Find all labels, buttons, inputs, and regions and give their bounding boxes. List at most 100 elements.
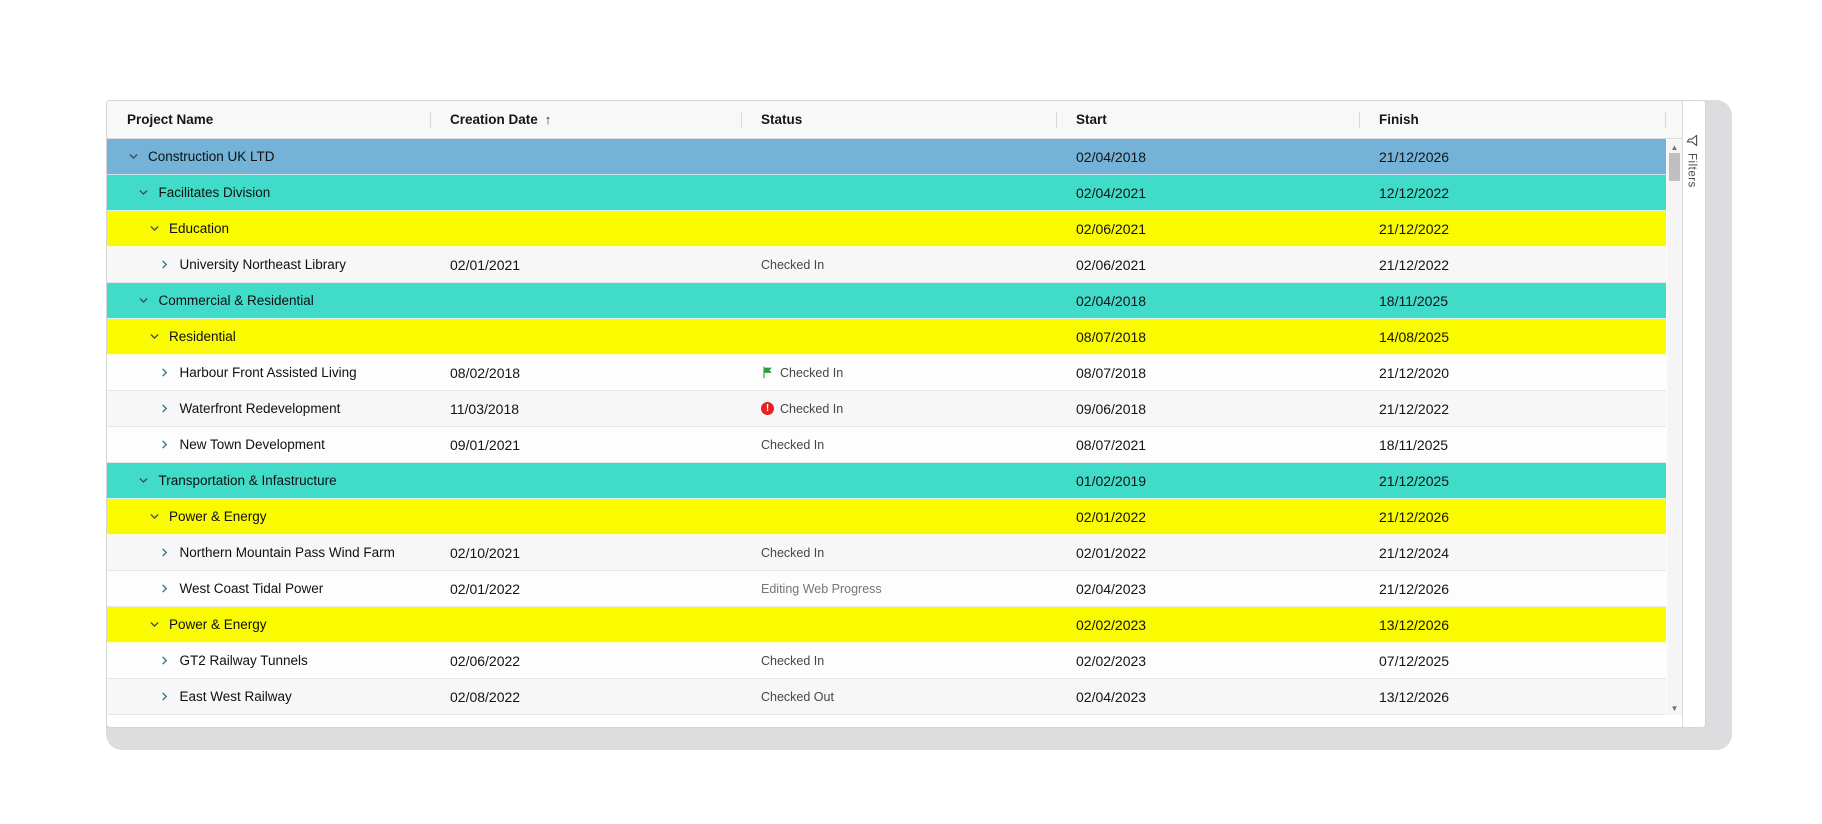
filters-tab[interactable]: Filters <box>1685 134 1698 188</box>
status-text: Checked In <box>761 545 825 560</box>
project-row[interactable]: GT2 Railway Tunnels 02/06/2022 Checked In 0… <box>107 643 1666 679</box>
project-name-cell: Power & Energy <box>107 607 430 642</box>
status-cell: Checked In <box>741 427 1056 462</box>
creation-date-cell: 02/06/2022 <box>450 652 521 669</box>
project-name-cell: Transportation & Infastructure <box>107 463 430 498</box>
column-header-status[interactable]: Status <box>741 101 1056 138</box>
project-row[interactable]: University Northeast Library 02/01/2021 Ch… <box>107 247 1666 283</box>
group-row[interactable]: Power & Energy 02/02/2023 13/12/2026 <box>107 607 1666 643</box>
status-cell: Editing Web Progress <box>741 571 1056 606</box>
start-date-cell: 08/07/2021 <box>1076 436 1147 453</box>
column-header-creation-date[interactable]: Creation Date ↑ <box>430 101 741 138</box>
status-cell <box>741 211 1056 246</box>
project-name-text: Transportation & Infastructure <box>158 473 337 488</box>
project-name-cell: Harbour Front Assisted Living <box>107 355 430 390</box>
status-cell <box>741 319 1056 354</box>
group-row[interactable]: Facilitates Division 02/04/2021 12/12/2022 <box>107 175 1666 211</box>
group-row[interactable]: Power & Energy 02/01/2022 21/12/2026 <box>107 499 1666 535</box>
group-row[interactable]: Education 02/06/2021 21/12/2022 <box>107 211 1666 247</box>
status-cell: ! Checked In <box>741 391 1056 426</box>
chevron-right-icon[interactable] <box>159 259 171 271</box>
column-label: Finish <box>1379 112 1419 127</box>
start-date-cell: 02/06/2021 <box>1076 256 1147 273</box>
creation-date-cell <box>430 211 741 246</box>
column-header-project-name[interactable]: Project Name <box>107 101 430 138</box>
status-cell <box>741 139 1056 174</box>
group-row[interactable]: Commercial & Residential 02/04/2018 18/11/… <box>107 283 1666 319</box>
start-date-cell: 02/04/2023 <box>1076 688 1147 705</box>
chevron-down-icon[interactable] <box>138 475 150 487</box>
finish-date-cell: 21/12/2026 <box>1379 508 1450 525</box>
column-header-finish[interactable]: Finish <box>1359 101 1682 138</box>
chevron-right-icon[interactable] <box>159 439 171 451</box>
chevron-right-icon[interactable] <box>159 691 171 703</box>
scrollbar-thumb[interactable] <box>1669 153 1680 181</box>
creation-date-cell <box>430 283 741 318</box>
chevron-right-icon[interactable] <box>159 655 171 667</box>
chevron-right-icon[interactable] <box>159 583 171 595</box>
chevron-right-icon[interactable] <box>159 367 171 379</box>
finish-date-cell: 21/12/2020 <box>1379 364 1450 381</box>
finish-date-cell: 13/12/2026 <box>1379 688 1450 705</box>
project-row[interactable]: Northern Mountain Pass Wind Farm 02/10/20… <box>107 535 1666 571</box>
column-header-start[interactable]: Start <box>1056 101 1359 138</box>
finish-date-cell: 18/11/2025 <box>1379 292 1449 309</box>
table-body: Construction UK LTD 02/04/2018 21/12/2026 F… <box>107 139 1666 715</box>
project-name-text: University Northeast Library <box>179 257 347 272</box>
filters-side-strip: Filters <box>1682 101 1705 727</box>
group-row[interactable]: Construction UK LTD 02/04/2018 21/12/2026 <box>107 139 1666 175</box>
project-row[interactable]: New Town Development 09/01/2021 Checked In… <box>107 427 1666 463</box>
project-name-text: East West Railway <box>179 689 292 704</box>
chevron-right-icon[interactable] <box>159 403 171 415</box>
status-text: Editing Web Progress <box>761 581 882 596</box>
finish-date-cell: 21/12/2022 <box>1379 256 1450 273</box>
vertical-scrollbar[interactable]: ▲ ▼ <box>1667 140 1682 715</box>
chevron-down-icon[interactable] <box>148 223 160 235</box>
start-date-cell: 01/02/2019 <box>1076 472 1147 489</box>
project-row[interactable]: Harbour Front Assisted Living 08/02/2018 C… <box>107 355 1666 391</box>
status-cell <box>741 607 1056 642</box>
scroll-down-icon[interactable]: ▼ <box>1670 703 1679 713</box>
project-name-text: Harbour Front Assisted Living <box>179 365 357 380</box>
finish-date-cell: 21/12/2022 <box>1379 220 1450 237</box>
finish-date-cell: 14/08/2025 <box>1379 328 1450 345</box>
project-name-text: Power & Energy <box>169 509 267 524</box>
status-text: Checked In <box>761 437 825 452</box>
finish-date-cell: 21/12/2025 <box>1379 472 1450 489</box>
finish-date-cell: 21/12/2024 <box>1379 544 1450 561</box>
start-date-cell: 02/01/2022 <box>1076 544 1147 561</box>
column-label: Project Name <box>127 112 214 127</box>
chevron-down-icon[interactable] <box>148 619 160 631</box>
chevron-down-icon[interactable] <box>138 187 150 199</box>
chevron-down-icon[interactable] <box>127 151 139 163</box>
project-name-cell: West Coast Tidal Power <box>107 571 430 606</box>
creation-date-cell <box>430 175 741 210</box>
column-label: Start <box>1076 112 1107 127</box>
creation-date-cell: 02/08/2022 <box>450 688 521 705</box>
project-name-cell: GT2 Railway Tunnels <box>107 643 430 678</box>
start-date-cell: 02/04/2023 <box>1076 580 1147 597</box>
start-date-cell: 02/01/2022 <box>1076 508 1147 525</box>
status-cell <box>741 175 1056 210</box>
creation-date-cell: 09/01/2021 <box>450 436 521 453</box>
project-name-cell: Education <box>107 211 430 246</box>
chevron-right-icon[interactable] <box>159 547 171 559</box>
finish-date-cell: 18/11/2025 <box>1379 436 1449 453</box>
chevron-down-icon[interactable] <box>148 331 160 343</box>
project-name-cell: East West Railway <box>107 679 430 714</box>
group-row[interactable]: Residential 08/07/2018 14/08/2025 <box>107 319 1666 355</box>
project-row[interactable]: West Coast Tidal Power 02/01/2022 Editing … <box>107 571 1666 607</box>
start-date-cell: 02/02/2023 <box>1076 652 1147 669</box>
chevron-down-icon[interactable] <box>138 295 150 307</box>
chevron-down-icon[interactable] <box>148 511 160 523</box>
group-row[interactable]: Transportation & Infastructure 01/02/2019… <box>107 463 1666 499</box>
filters-tab-label: Filters <box>1685 153 1698 188</box>
project-name-text: Residential <box>169 329 236 344</box>
creation-date-cell <box>430 139 741 174</box>
creation-date-cell: 02/10/2021 <box>450 544 521 561</box>
project-row[interactable]: Waterfront Redevelopment 11/03/2018! Check… <box>107 391 1666 427</box>
project-row[interactable]: East West Railway 02/08/2022 Checked Out 02… <box>107 679 1666 715</box>
creation-date-cell <box>430 607 741 642</box>
scroll-up-icon[interactable]: ▲ <box>1670 142 1679 152</box>
finish-date-cell: 13/12/2026 <box>1379 616 1450 633</box>
